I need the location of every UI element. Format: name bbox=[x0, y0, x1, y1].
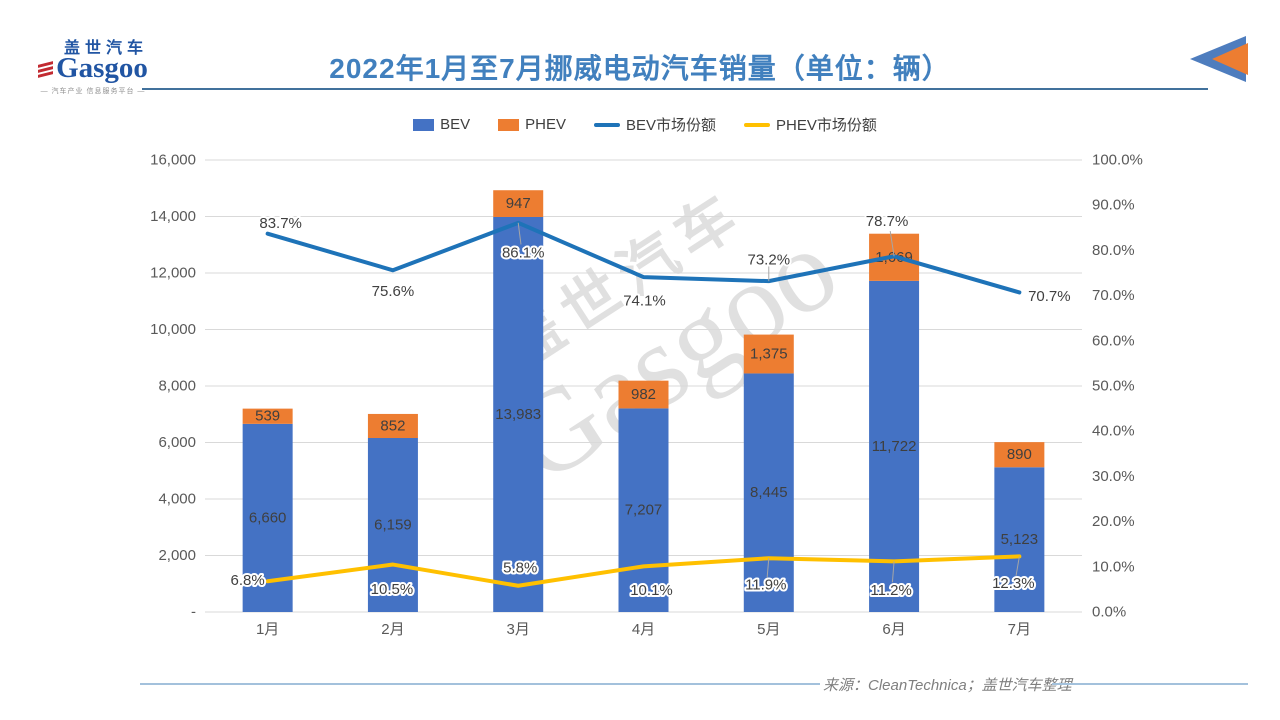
x-axis-label: 3月 bbox=[507, 621, 530, 638]
logo-tagline: — 汽车产业 信息服务平台 — bbox=[40, 88, 146, 95]
share-value-label: 12.3% bbox=[992, 575, 1035, 592]
footer-rule-left bbox=[140, 683, 820, 685]
bar-value-label: 890 bbox=[1007, 446, 1032, 463]
left-axis-tick: 14,000 bbox=[150, 208, 196, 225]
bar-value-label: 11,722 bbox=[872, 438, 917, 455]
sales-chart: 16,000 14,000 12,000 10,000 8,000 6,000 4,000 2… bbox=[150, 152, 1143, 639]
bar-segment-PHEV bbox=[493, 190, 544, 217]
share-value-label: 78.7% bbox=[866, 213, 909, 230]
x-axis-label: 6月 bbox=[882, 621, 905, 638]
share-value-label: 73.2% bbox=[748, 252, 791, 269]
legend-label: PHEV bbox=[525, 116, 566, 133]
x-axis-label: 2月 bbox=[381, 621, 404, 638]
right-axis-tick: 50.0% bbox=[1092, 378, 1135, 395]
bar-segment-PHEV bbox=[242, 408, 293, 424]
right-axis-tick: 80.0% bbox=[1092, 242, 1135, 259]
bar-value-label: 6,159 bbox=[374, 517, 412, 534]
legend-swatch bbox=[594, 122, 620, 127]
right-axis-tick: 0.0% bbox=[1092, 604, 1126, 621]
left-axis-tick: 12,000 bbox=[150, 265, 196, 282]
share-value-label: 86.1% bbox=[502, 244, 545, 261]
bar-value-label: 1,375 bbox=[750, 346, 788, 363]
legend-item-BEV: BEV bbox=[413, 116, 470, 133]
bar-value-label: 982 bbox=[631, 386, 656, 403]
right-axis-tick: 20.0% bbox=[1092, 513, 1135, 530]
right-axis-tick: 60.0% bbox=[1092, 332, 1135, 349]
x-axis-label: 5月 bbox=[757, 621, 780, 638]
share-line-PHEV市场份额 bbox=[265, 554, 1022, 588]
logo-english-text: Gasgoo bbox=[56, 52, 148, 84]
share-value-label: 70.7% bbox=[1028, 288, 1071, 305]
page-title: 2022年1月至7月挪威电动汽车销量（单位：辆） bbox=[329, 53, 951, 84]
label-leader-line bbox=[766, 558, 770, 578]
x-axis-label: 4月 bbox=[632, 621, 655, 638]
share-value-label: 74.1% bbox=[623, 293, 666, 310]
bar-value-label: 5,123 bbox=[1001, 531, 1039, 548]
share-value-label: 11.2% bbox=[870, 582, 911, 599]
bar-segment-PHEV bbox=[367, 413, 418, 439]
share-value-label: 6.8% bbox=[231, 572, 265, 589]
share-value-label: 83.7% bbox=[259, 215, 302, 232]
legend-label: BEV bbox=[440, 116, 471, 133]
legend-swatch bbox=[498, 118, 520, 131]
left-axis-tick: 2,000 bbox=[158, 547, 196, 564]
label-leader-line bbox=[889, 231, 895, 257]
legend-label: PHEV市场份额 bbox=[776, 117, 877, 134]
label-leader-line bbox=[891, 561, 895, 583]
legend-swatch bbox=[413, 118, 435, 131]
gasgoo-logo: 盖世汽车 Gasgoo — 汽车产业 信息服务平台 — bbox=[28, 34, 158, 96]
bar-segment-BEV bbox=[994, 467, 1045, 612]
corner-arrows-icon bbox=[1190, 36, 1248, 82]
left-axis-tick: 10,000 bbox=[150, 321, 196, 338]
right-axis-tick: 90.0% bbox=[1092, 197, 1135, 214]
bar-segment-PHEV bbox=[994, 442, 1045, 468]
legend-swatch bbox=[744, 122, 771, 127]
bar-segment-PHEV bbox=[618, 380, 669, 409]
right-axis-tick: 100.0% bbox=[1092, 152, 1143, 169]
title-underline bbox=[142, 88, 1208, 90]
right-axis-tick: 70.0% bbox=[1092, 287, 1135, 304]
source-text: 来源：CleanTechnica；盖世汽车整理 bbox=[823, 677, 1072, 694]
bar-segment-BEV bbox=[367, 438, 418, 612]
share-value-label: 75.6% bbox=[372, 283, 415, 300]
bar-value-label: 6,660 bbox=[249, 509, 287, 526]
left-axis-tick: 8,000 bbox=[158, 378, 196, 395]
footer-rule-right bbox=[1052, 683, 1248, 685]
legend-item-BEV市场份额: BEV市场份额 bbox=[594, 114, 716, 135]
right-axis-tick: 40.0% bbox=[1092, 423, 1135, 440]
legend-label: BEV市场份额 bbox=[626, 117, 717, 134]
label-leader-line bbox=[517, 222, 522, 245]
left-axis-tick: - bbox=[191, 604, 196, 621]
share-value-label: 10.1% bbox=[630, 582, 673, 599]
bar-value-label: 8,445 bbox=[750, 484, 788, 501]
bar-segment-BEV bbox=[869, 280, 920, 612]
x-axis-label: 1月 bbox=[256, 621, 279, 638]
label-leader-line bbox=[1015, 556, 1020, 576]
x-axis-label: 7月 bbox=[1008, 621, 1031, 638]
bar-segment-BEV bbox=[493, 216, 544, 612]
bar-value-label: 852 bbox=[380, 417, 405, 434]
legend-item-PHEV市场份额: PHEV市场份额 bbox=[744, 114, 877, 135]
bar-value-label: 947 bbox=[506, 195, 531, 212]
left-axis-tick: 16,000 bbox=[150, 152, 196, 169]
bar-value-label: 13,983 bbox=[495, 406, 541, 423]
legend-item-PHEV: PHEV bbox=[498, 116, 566, 133]
bar-value-label: 7,207 bbox=[625, 502, 663, 519]
left-axis-tick: 6,000 bbox=[158, 434, 196, 451]
chart-legend: BEV PHEV BEV市场份额 PHEV市场份额 bbox=[140, 114, 1150, 135]
bar-segment-BEV bbox=[743, 373, 794, 612]
logo-chinese-text: 盖世汽车 bbox=[63, 40, 148, 57]
bar-value-label: 539 bbox=[255, 408, 280, 425]
right-axis-tick: 10.0% bbox=[1092, 558, 1135, 575]
right-axis-tick: 30.0% bbox=[1092, 468, 1135, 485]
share-value-label: 11.9% bbox=[745, 577, 786, 594]
orange-triangle-icon bbox=[1212, 43, 1248, 75]
share-value-label: 10.5% bbox=[371, 581, 414, 598]
left-axis-tick: 4,000 bbox=[158, 491, 196, 508]
bar-segment-PHEV bbox=[743, 334, 794, 374]
share-value-label: 5.8% bbox=[503, 559, 537, 576]
bar-segment-BEV bbox=[618, 408, 669, 612]
